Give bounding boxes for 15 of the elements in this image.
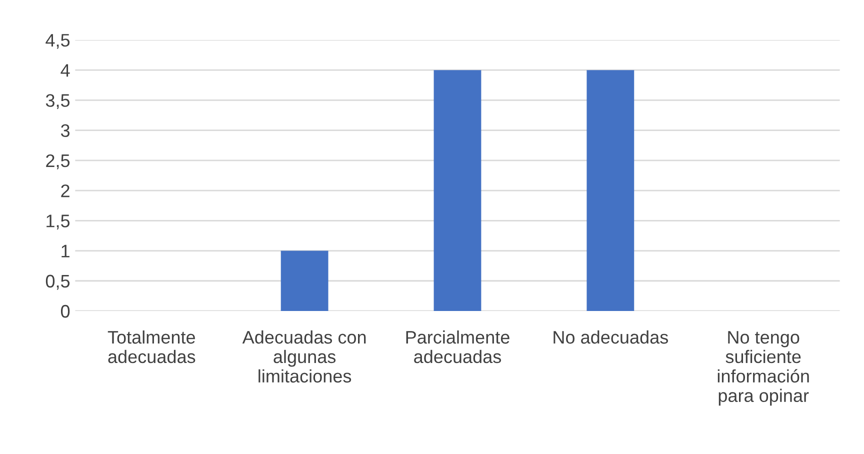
- y-tick-label: 0: [60, 304, 70, 318]
- y-tick-label: 4: [60, 64, 70, 77]
- y-tick-label: 1,5: [46, 214, 70, 230]
- y-tick-label: 3,5: [46, 94, 70, 110]
- y-tick-label: 4,5: [46, 34, 70, 49]
- y-tick-label: 3: [60, 124, 70, 138]
- x-tick-label: Parcialmente adecuadas: [406, 330, 510, 364]
- y-tick-label: 0,5: [46, 274, 70, 290]
- x-tick-label: Totalmente adecuadas: [108, 330, 196, 364]
- x-tick-label: Adecuadas con algunas limitaciones: [242, 330, 366, 383]
- y-tick-label: 2: [61, 184, 70, 198]
- y-tick-label: 1: [62, 244, 70, 258]
- y-tick-label: 2,5: [46, 154, 70, 170]
- x-tick-label: No adecuadas: [554, 330, 668, 344]
- x-tick-label: No tengo suficiente información para opinar: [718, 331, 809, 406]
